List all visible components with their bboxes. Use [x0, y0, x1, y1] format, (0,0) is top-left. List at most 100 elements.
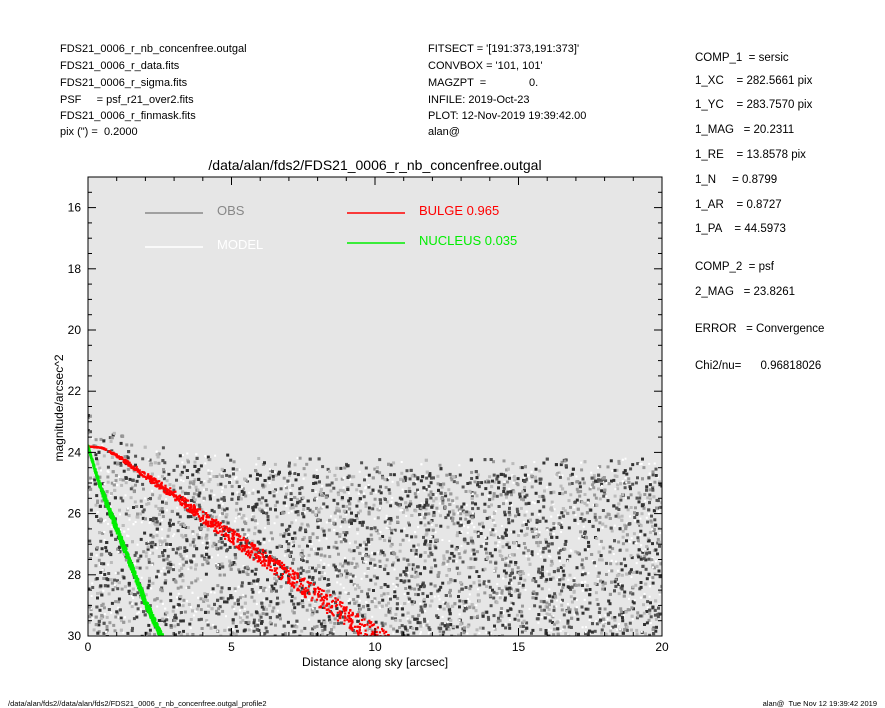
obs-point [332, 563, 336, 567]
obs-point [625, 472, 629, 476]
obs-point [89, 613, 93, 617]
obs-point [379, 491, 383, 495]
obs-point [288, 641, 291, 644]
obs-point [360, 461, 364, 465]
obs-point [199, 634, 203, 636]
obs-point [315, 506, 318, 510]
obs-point [262, 599, 265, 602]
obs-point [306, 587, 310, 591]
obs-point [316, 518, 320, 521]
obs-point [448, 556, 452, 560]
obs-point [569, 587, 573, 591]
obs-point [192, 482, 196, 486]
obs-point [154, 523, 158, 527]
obs-point [606, 512, 610, 516]
obs-point [290, 630, 293, 633]
obs-point [552, 608, 556, 612]
obs-point [191, 633, 195, 636]
obs-point [346, 592, 350, 595]
param-1-re: 1_RE = 13.8578 pix [695, 149, 806, 161]
obs-point [186, 632, 189, 636]
obs-point [99, 437, 103, 441]
obs-point [630, 628, 633, 632]
obs-point [396, 481, 400, 485]
obs-point [501, 610, 504, 613]
obs-point [208, 539, 211, 542]
obs-point [617, 459, 621, 463]
obs-point [431, 535, 435, 539]
obs-point [102, 589, 105, 592]
obs-point [342, 586, 345, 589]
obs-point [511, 602, 515, 606]
obs-point [350, 521, 353, 525]
obs-point [399, 509, 402, 512]
obs-point [344, 575, 348, 579]
obs-point [483, 458, 487, 462]
obs-point [348, 641, 351, 644]
obs-point [432, 513, 436, 517]
obs-point [135, 566, 139, 570]
obs-point [237, 496, 241, 500]
obs-point [366, 595, 370, 599]
obs-point [156, 455, 160, 459]
obs-point [554, 463, 558, 467]
obs-point [191, 591, 194, 594]
obs-point [629, 591, 633, 595]
obs-point [537, 533, 541, 537]
obs-point [574, 514, 577, 517]
obs-point [631, 571, 635, 574]
obs-point [361, 614, 365, 618]
obs-point [361, 627, 363, 630]
obs-point [598, 465, 602, 469]
obs-point [470, 516, 474, 520]
obs-point [621, 619, 625, 623]
obs-point [371, 507, 375, 511]
obs-point [143, 531, 147, 535]
obs-point [518, 532, 521, 535]
obs-point [95, 515, 99, 518]
obs-point [569, 493, 573, 497]
obs-point [356, 594, 360, 598]
obs-point [480, 521, 484, 525]
obs-point [185, 555, 188, 558]
obs-point [258, 618, 261, 622]
obs-point [256, 579, 260, 583]
obs-point [179, 585, 183, 589]
obs-point [117, 581, 121, 585]
obs-point [94, 623, 98, 627]
obs-point [191, 540, 195, 544]
obs-point [344, 641, 347, 644]
obs-point [276, 596, 279, 600]
obs-point [508, 618, 511, 621]
obs-point [193, 544, 197, 548]
obs-point [660, 584, 662, 588]
obs-point [573, 506, 576, 509]
obs-point [476, 506, 480, 510]
obs-point [615, 643, 617, 645]
obs-point [434, 531, 437, 534]
obs-point [594, 479, 598, 483]
obs-point [508, 574, 512, 578]
obs-point [357, 603, 361, 607]
obs-point [401, 631, 405, 635]
obs-point [475, 628, 479, 632]
obs-point [247, 628, 251, 632]
obs-point [421, 639, 424, 642]
obs-point [591, 622, 594, 626]
obs-point [659, 505, 662, 509]
obs-point [538, 531, 541, 534]
obs-point [193, 460, 197, 464]
obs-point [332, 545, 336, 549]
obs-point [95, 546, 99, 550]
obs-point [494, 541, 498, 545]
obs-point [429, 481, 433, 485]
obs-point [651, 485, 655, 489]
obs-point [516, 477, 520, 481]
obs-point [301, 597, 304, 600]
obs-point [422, 535, 425, 539]
obs-point [228, 474, 232, 478]
obs-point [558, 516, 562, 520]
obs-point [517, 513, 521, 517]
obs-point [325, 591, 329, 595]
obs-point [617, 573, 621, 577]
